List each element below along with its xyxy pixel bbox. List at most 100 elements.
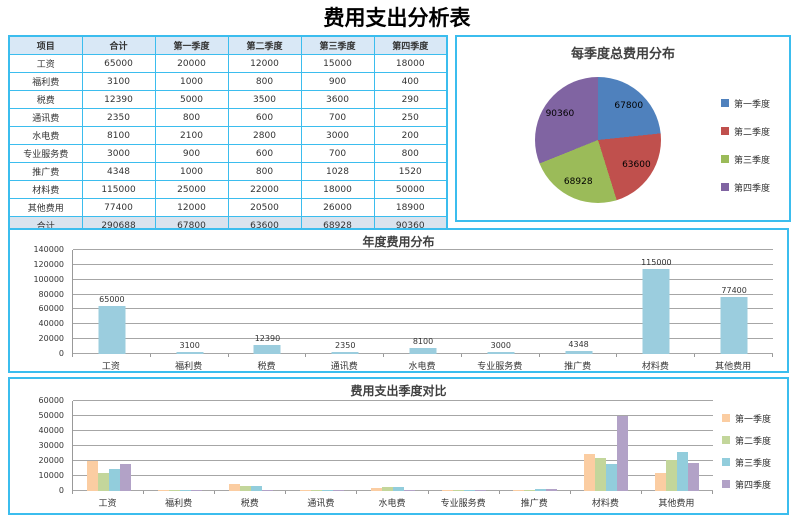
- row-label-cell[interactable]: 福利费: [8, 72, 83, 91]
- value-cell[interactable]: 3500: [227, 90, 302, 109]
- value-cell[interactable]: 3000: [300, 126, 375, 145]
- column-header[interactable]: 合计: [81, 35, 156, 55]
- bar[interactable]: [487, 351, 515, 354]
- value-cell[interactable]: 700: [300, 108, 375, 127]
- bar-第四季度[interactable]: [403, 490, 415, 491]
- value-cell[interactable]: 200: [373, 126, 448, 145]
- bar[interactable]: [409, 347, 437, 354]
- bar-第三季度[interactable]: [677, 452, 689, 491]
- value-cell[interactable]: 600: [227, 144, 302, 163]
- bar-第二季度[interactable]: [453, 490, 465, 491]
- legend-item-第四季度[interactable]: 第四季度: [721, 173, 770, 201]
- bar-第三季度[interactable]: [321, 489, 333, 491]
- annual-bar-chart-panel[interactable]: 年度费用分布 0 20000 40000 60000 80000 100000 120000…: [8, 228, 789, 373]
- quarterly-bar-chart-panel[interactable]: 费用支出季度对比 0 10000 20000 30000 40000 50000 60000…: [8, 377, 789, 515]
- value-cell[interactable]: 3000: [81, 144, 156, 163]
- value-cell[interactable]: 3600: [300, 90, 375, 109]
- bar-第一季度[interactable]: [655, 473, 667, 491]
- bar-第一季度[interactable]: [157, 489, 169, 491]
- bar-第一季度[interactable]: [513, 489, 525, 491]
- value-cell[interactable]: 2800: [227, 126, 302, 145]
- value-cell[interactable]: 18000: [300, 180, 375, 199]
- bar-第一季度[interactable]: [370, 487, 382, 491]
- bar[interactable]: [642, 268, 670, 354]
- value-cell[interactable]: 12000: [227, 54, 302, 73]
- bar-第二季度[interactable]: [595, 458, 607, 491]
- pie-chart[interactable]: [535, 77, 661, 203]
- value-cell[interactable]: 18900: [373, 198, 448, 217]
- value-cell[interactable]: 800: [227, 72, 302, 91]
- bar-第四季度[interactable]: [546, 488, 558, 491]
- bar[interactable]: [720, 296, 748, 354]
- value-cell[interactable]: 20000: [154, 54, 229, 73]
- value-cell[interactable]: 1000: [154, 72, 229, 91]
- bar-第四季度[interactable]: [190, 490, 202, 491]
- value-cell[interactable]: 1520: [373, 162, 448, 181]
- row-label-cell[interactable]: 工资: [8, 54, 83, 73]
- bar-第三季度[interactable]: [606, 464, 618, 491]
- bar[interactable]: [331, 352, 359, 354]
- row-label-cell[interactable]: 推广费: [8, 162, 83, 181]
- value-cell[interactable]: 800: [373, 144, 448, 163]
- bar-第二季度[interactable]: [97, 473, 109, 491]
- value-cell[interactable]: 115000: [81, 180, 156, 199]
- bar-第三季度[interactable]: [392, 486, 404, 491]
- bar-第四季度[interactable]: [332, 490, 344, 491]
- bar-第四季度[interactable]: [688, 462, 700, 491]
- value-cell[interactable]: 400: [373, 72, 448, 91]
- value-cell[interactable]: 900: [154, 144, 229, 163]
- bar-第四季度[interactable]: [475, 489, 487, 491]
- row-label-cell[interactable]: 通讯费: [8, 108, 83, 127]
- bar-第二季度[interactable]: [168, 489, 180, 491]
- bar-第四季度[interactable]: [119, 464, 131, 491]
- value-cell[interactable]: 290: [373, 90, 448, 109]
- value-cell[interactable]: 700: [300, 144, 375, 163]
- legend-item-第二季度[interactable]: 第二季度: [722, 429, 771, 451]
- bar-第二季度[interactable]: [239, 485, 251, 491]
- bar-第二季度[interactable]: [666, 460, 678, 491]
- value-cell[interactable]: 3100: [81, 72, 156, 91]
- legend-item-第三季度[interactable]: 第三季度: [721, 145, 770, 173]
- bar-第一季度[interactable]: [228, 483, 240, 491]
- bar-第二季度[interactable]: [524, 489, 536, 491]
- bar-第三季度[interactable]: [535, 489, 547, 491]
- bar-第二季度[interactable]: [310, 490, 322, 491]
- bar-第一季度[interactable]: [442, 489, 454, 491]
- value-cell[interactable]: 900: [300, 72, 375, 91]
- value-cell[interactable]: 15000: [300, 54, 375, 73]
- value-cell[interactable]: 26000: [300, 198, 375, 217]
- value-cell[interactable]: 8100: [81, 126, 156, 145]
- value-cell[interactable]: 1028: [300, 162, 375, 181]
- value-cell[interactable]: 4348: [81, 162, 156, 181]
- value-cell[interactable]: 5000: [154, 90, 229, 109]
- bar-第一季度[interactable]: [584, 453, 596, 491]
- bar[interactable]: [98, 305, 126, 354]
- value-cell[interactable]: 2350: [81, 108, 156, 127]
- bar-第四季度[interactable]: [617, 416, 629, 491]
- bar-第三季度[interactable]: [464, 489, 476, 491]
- bar-第三季度[interactable]: [108, 468, 120, 491]
- value-cell[interactable]: 800: [227, 162, 302, 181]
- value-cell[interactable]: 1000: [154, 162, 229, 181]
- value-cell[interactable]: 50000: [373, 180, 448, 199]
- value-cell[interactable]: 250: [373, 108, 448, 127]
- value-cell[interactable]: 2100: [154, 126, 229, 145]
- value-cell[interactable]: 77400: [81, 198, 156, 217]
- value-cell[interactable]: 600: [227, 108, 302, 127]
- value-cell[interactable]: 25000: [154, 180, 229, 199]
- value-cell[interactable]: 18000: [373, 54, 448, 73]
- bar[interactable]: [565, 350, 593, 354]
- bar[interactable]: [253, 344, 281, 354]
- pie-chart-panel[interactable]: 每季度总费用分布 67800 63600 68928 90360 第一季度 第二季度 第三…: [455, 35, 791, 222]
- row-label-cell[interactable]: 专业服务费: [8, 144, 83, 163]
- value-cell[interactable]: 65000: [81, 54, 156, 73]
- column-header[interactable]: 第三季度: [300, 35, 375, 55]
- bar-第一季度[interactable]: [86, 461, 98, 491]
- column-header[interactable]: 第二季度: [227, 35, 302, 55]
- column-header[interactable]: 第四季度: [373, 35, 448, 55]
- bar[interactable]: [176, 351, 204, 354]
- bar-第四季度[interactable]: [261, 490, 273, 491]
- legend-item-第三季度[interactable]: 第三季度: [722, 451, 771, 473]
- value-cell[interactable]: 800: [154, 108, 229, 127]
- bar-第二季度[interactable]: [381, 486, 393, 491]
